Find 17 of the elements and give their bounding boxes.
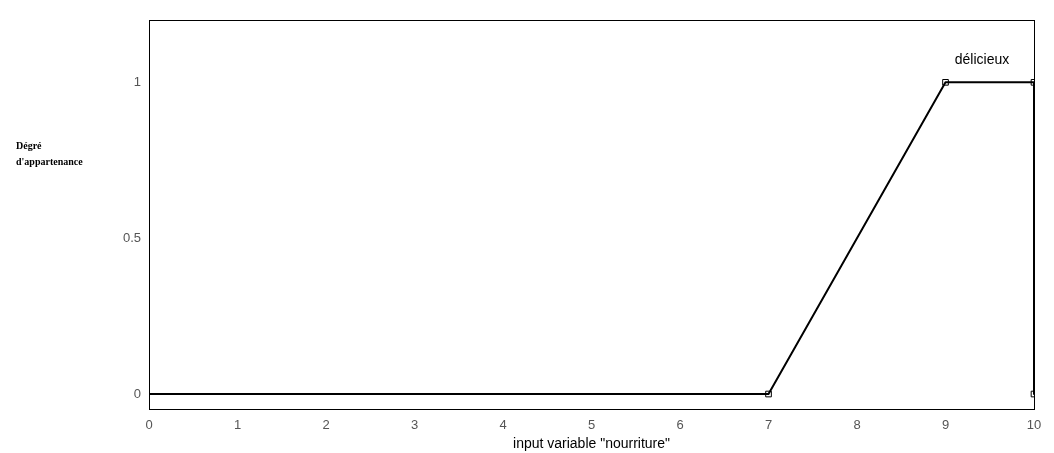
x-tick-label: 5	[587, 416, 596, 432]
x-tick-label: 3	[410, 416, 419, 432]
y-tick-label: 0	[133, 385, 142, 401]
y-axis-title: Dégré d'appartenance	[16, 140, 84, 168]
y-tick-label: 1	[133, 73, 142, 89]
x-tick-label: 8	[853, 416, 861, 432]
x-tick-label: 2	[322, 416, 330, 432]
x-axis-title: input variable "nourriture"	[513, 435, 671, 452]
x-tick-label: 4	[499, 416, 507, 432]
x-tick-label: 6	[676, 416, 684, 432]
annotation: délicieux	[954, 50, 1010, 67]
x-tick-label: 0	[145, 416, 153, 432]
x-tick-label: 9	[941, 416, 950, 432]
x-tick-label: 10	[1026, 416, 1042, 432]
x-tick-label: 1	[233, 416, 242, 432]
x-tick-label: 7	[764, 416, 773, 432]
y-tick-label: 0.5	[122, 229, 142, 245]
